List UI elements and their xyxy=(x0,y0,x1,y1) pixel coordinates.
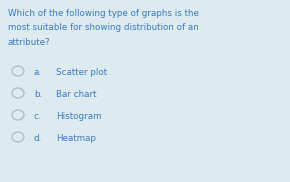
Text: c.: c. xyxy=(34,112,41,121)
Text: attribute?: attribute? xyxy=(8,38,51,47)
Text: Bar chart: Bar chart xyxy=(56,90,97,99)
Text: Which of the following type of graphs is the: Which of the following type of graphs is… xyxy=(8,9,199,18)
Text: d.: d. xyxy=(34,134,42,143)
Text: most suitable for showing distribution of an: most suitable for showing distribution o… xyxy=(8,23,199,33)
Text: a.: a. xyxy=(34,68,42,77)
Text: Scatter plot: Scatter plot xyxy=(56,68,107,77)
Text: Heatmap: Heatmap xyxy=(56,134,96,143)
Text: Histogram: Histogram xyxy=(56,112,102,121)
Text: b.: b. xyxy=(34,90,42,99)
